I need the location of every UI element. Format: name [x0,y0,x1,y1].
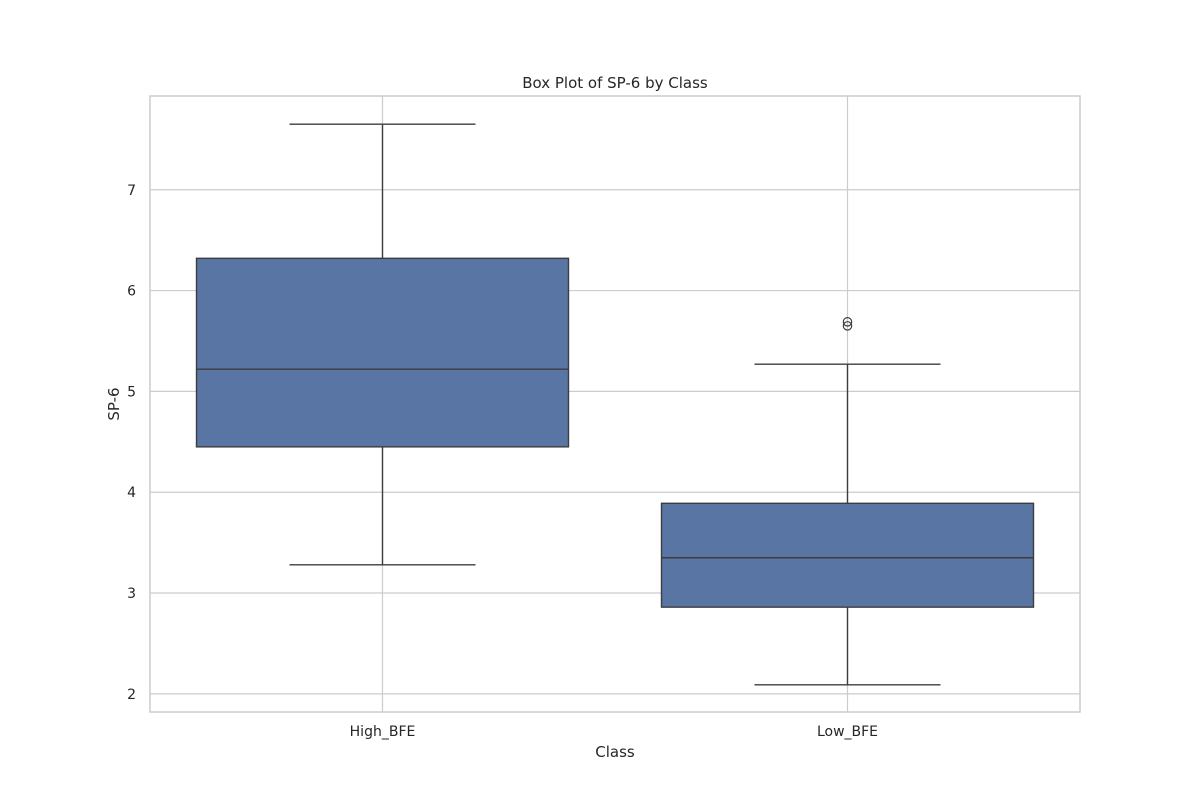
y-tick-label: 4 [127,485,136,501]
tick-labels-layer: 2 3 4 5 6 7 High_BFE Low_BFE [127,183,878,740]
x-tick-label: Low_BFE [817,724,878,740]
chart-title: Box Plot of SP-6 by Class [522,74,708,92]
y-axis-label: SP-6 [105,387,123,420]
y-tick-label: 2 [127,687,136,703]
y-tick-label: 3 [127,586,136,602]
y-tick-label: 5 [127,384,136,400]
x-axis-label: Class [595,743,635,761]
plot-area-frame [149,95,1081,713]
iqr-box [195,257,570,448]
box-group [195,123,570,566]
box-group [660,317,1035,686]
y-tick-label: 7 [127,183,136,199]
iqr-box [660,502,1035,608]
outlier-point [842,321,853,331]
y-tick-label: 6 [127,284,136,300]
boxes-layer [195,123,1035,686]
x-tick-label: High_BFE [350,724,416,740]
outlier-point [842,317,853,327]
